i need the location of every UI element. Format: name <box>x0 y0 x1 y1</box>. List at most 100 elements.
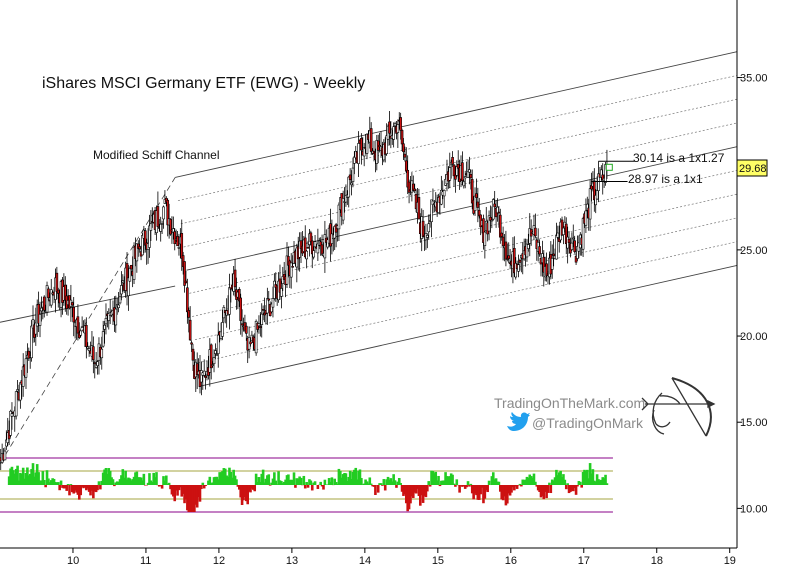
schiff-channel <box>0 51 738 464</box>
candle-up <box>396 124 400 133</box>
candle-down <box>204 375 207 378</box>
candle-up <box>107 313 111 321</box>
candle-up <box>337 204 341 230</box>
candle-up <box>10 413 14 417</box>
candle-down <box>456 164 460 169</box>
channel-inner-line <box>192 193 738 317</box>
candle-down <box>249 341 252 345</box>
y-tick-label: 10.00 <box>740 503 768 515</box>
candle-down <box>239 297 242 321</box>
candle-down <box>176 236 179 247</box>
x-tick-label: 12 <box>213 555 225 567</box>
candle-down <box>143 230 147 246</box>
candle-down <box>156 206 160 227</box>
candle-up <box>45 285 49 313</box>
candle-up <box>270 303 273 313</box>
candle-down <box>56 289 60 294</box>
candle-up <box>555 235 558 260</box>
candle-up <box>570 242 574 250</box>
candle-up <box>228 287 231 315</box>
candle-up <box>448 167 452 181</box>
candle-down <box>407 181 411 193</box>
channel-boundary-line <box>186 146 738 271</box>
candle-down <box>552 253 555 256</box>
x-tick-label: 16 <box>505 555 517 567</box>
candle-down <box>421 220 425 237</box>
candle-down <box>256 322 259 330</box>
candle-down <box>482 218 485 243</box>
candle-down <box>191 348 195 361</box>
candle-up <box>40 307 43 312</box>
candle-down <box>70 302 74 306</box>
candle-down <box>402 143 405 153</box>
candle-up <box>357 143 360 164</box>
candle-up <box>280 288 283 297</box>
candle-down <box>469 174 473 179</box>
candle-up <box>24 358 28 378</box>
candle-down <box>497 211 501 214</box>
oscillator-panel <box>0 457 613 513</box>
candle-up <box>216 334 220 354</box>
candle-up <box>162 206 165 220</box>
candle-down <box>590 185 593 190</box>
candle-down <box>369 128 373 152</box>
y-tick-label: 20.00 <box>740 331 768 343</box>
candle-down <box>309 232 313 242</box>
candle-up <box>285 255 289 285</box>
candle-down <box>186 287 189 313</box>
last-price-badge: 29.68 <box>736 159 768 177</box>
candle-down <box>470 179 474 204</box>
x-tick-label: 14 <box>359 555 371 567</box>
candle-up <box>323 234 327 259</box>
candle-up <box>31 319 35 329</box>
candle-up <box>365 133 369 154</box>
last-price-badge-bg <box>736 159 768 177</box>
candle-up <box>101 331 105 347</box>
x-tick-label: 11 <box>140 555 151 567</box>
candle-down <box>388 121 391 134</box>
targets <box>591 160 635 182</box>
candle-up <box>212 357 216 365</box>
candle-down <box>534 227 537 237</box>
candle-up <box>483 231 487 246</box>
candle-down <box>498 214 502 238</box>
candle-up <box>159 223 163 232</box>
candle-down <box>125 263 129 292</box>
candle-down <box>129 265 133 270</box>
candle-up <box>221 322 224 337</box>
candle-down <box>593 180 596 201</box>
candle-up <box>211 364 214 366</box>
candle-up <box>375 140 379 164</box>
candle-up <box>9 410 12 436</box>
candle-down <box>451 157 454 165</box>
candle-down <box>320 244 324 255</box>
candle-down <box>417 196 421 220</box>
candle-down <box>303 237 307 258</box>
candle-up <box>305 250 308 260</box>
candle-down <box>136 243 140 249</box>
axes: 10 11 12 13 14 15 16 17 18 19 10.00 15.00 20.00 25.00… <box>0 0 768 567</box>
candle-down <box>180 233 184 259</box>
candle-down <box>47 288 50 299</box>
candle-up <box>5 439 8 447</box>
candle-down <box>404 160 408 172</box>
candle-down <box>501 236 505 247</box>
candle-up <box>177 246 181 249</box>
candle-down <box>504 241 508 260</box>
x-tick-label: 13 <box>286 555 298 567</box>
candle-down <box>360 138 363 151</box>
candle-up <box>556 232 560 238</box>
candle-down <box>291 266 294 268</box>
candle-up <box>440 189 443 205</box>
candle-up <box>14 391 18 417</box>
candle-up <box>585 203 589 211</box>
brand-site: TradingOnTheMark.com <box>494 395 645 411</box>
candle-down <box>414 194 418 210</box>
candle-down <box>278 278 282 293</box>
candle-up <box>19 382 22 401</box>
candle-down <box>477 209 481 217</box>
schiff-leg-line <box>0 177 176 464</box>
channel-inner-line <box>177 75 738 202</box>
candle-down <box>37 303 40 324</box>
